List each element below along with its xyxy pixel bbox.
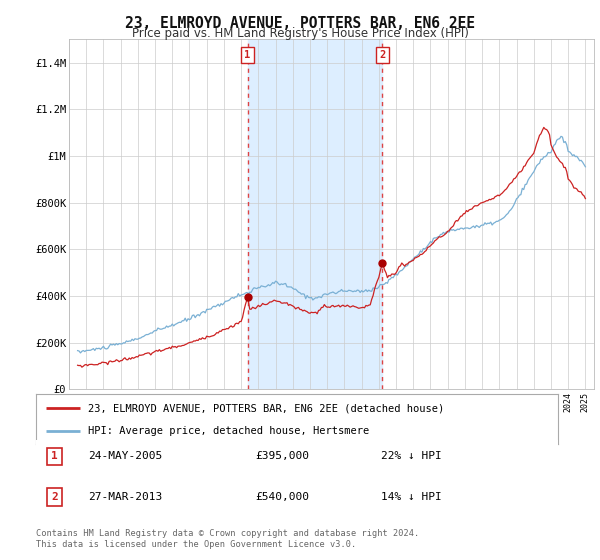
Text: £540,000: £540,000 xyxy=(255,492,309,502)
Text: 23, ELMROYD AVENUE, POTTERS BAR, EN6 2EE (detached house): 23, ELMROYD AVENUE, POTTERS BAR, EN6 2EE… xyxy=(88,403,445,413)
Text: Contains HM Land Registry data © Crown copyright and database right 2024.
This d: Contains HM Land Registry data © Crown c… xyxy=(36,529,419,549)
Text: 2: 2 xyxy=(51,492,58,502)
Text: HPI: Average price, detached house, Hertsmere: HPI: Average price, detached house, Hert… xyxy=(88,426,370,436)
Text: 22% ↓ HPI: 22% ↓ HPI xyxy=(380,451,441,461)
Text: £395,000: £395,000 xyxy=(255,451,309,461)
Bar xyxy=(248,39,382,389)
Text: 24-MAY-2005: 24-MAY-2005 xyxy=(88,451,163,461)
Text: 23, ELMROYD AVENUE, POTTERS BAR, EN6 2EE: 23, ELMROYD AVENUE, POTTERS BAR, EN6 2EE xyxy=(125,16,475,31)
Text: Price paid vs. HM Land Registry's House Price Index (HPI): Price paid vs. HM Land Registry's House … xyxy=(131,27,469,40)
Text: 2: 2 xyxy=(379,50,386,60)
Text: 14% ↓ HPI: 14% ↓ HPI xyxy=(380,492,441,502)
Text: 1: 1 xyxy=(51,451,58,461)
Text: 1: 1 xyxy=(244,50,251,60)
Text: 27-MAR-2013: 27-MAR-2013 xyxy=(88,492,163,502)
